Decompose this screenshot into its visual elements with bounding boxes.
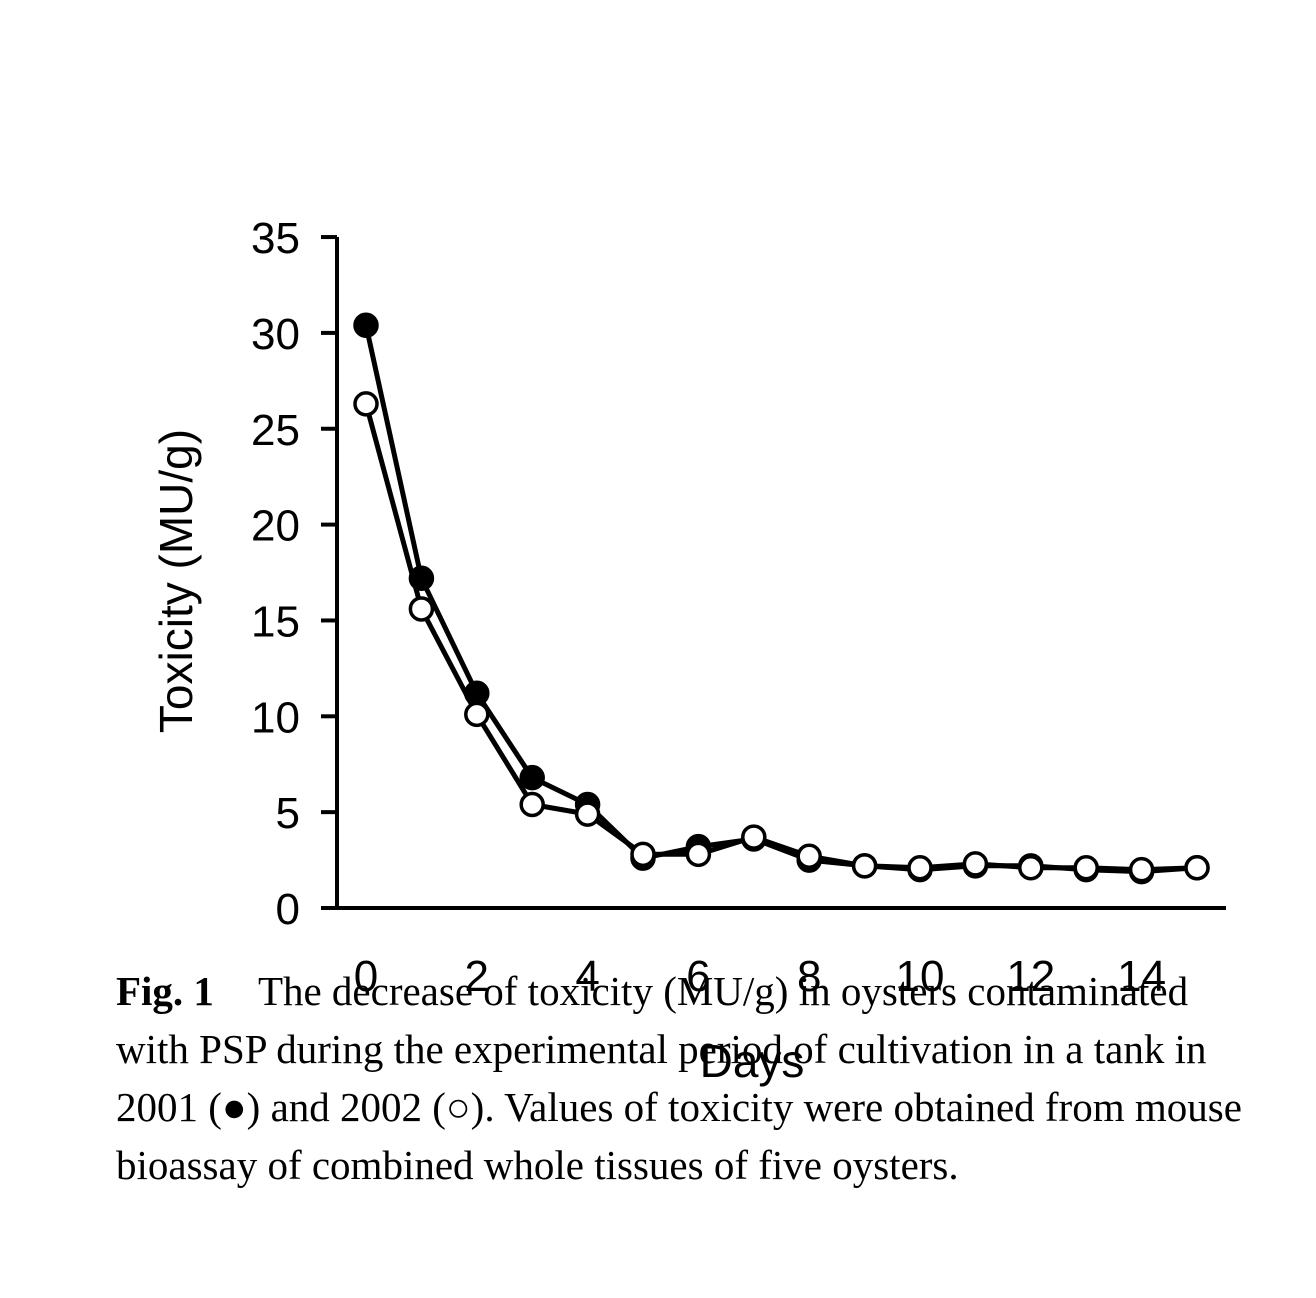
x-tick-label: 0	[354, 952, 378, 1001]
y-tick-label: 10	[251, 693, 300, 742]
data-point-open	[464, 701, 490, 728]
data-point-filled	[519, 764, 545, 791]
caption-text: The decrease of toxicity (MU/g) in oyste…	[116, 968, 1242, 1188]
data-point-open	[353, 391, 379, 417]
x-tick-label: 14	[1117, 952, 1166, 1001]
y-tick-label: 30	[251, 310, 300, 359]
x-tick-label: 4	[575, 952, 599, 1001]
y-tick-label: 5	[276, 789, 300, 838]
figure-caption: Fig. 1 The decrease of toxicity (MU/g) in…	[116, 962, 1256, 1194]
y-axis-label: Toxicity (MU/g)	[150, 429, 202, 733]
data-point-open	[1128, 856, 1155, 883]
x-tick-label: 2	[465, 952, 489, 1001]
chart-axes	[335, 237, 1226, 910]
data-point-open	[741, 824, 767, 850]
data-point-open	[1184, 854, 1210, 881]
x-axis-label: Days	[700, 1035, 805, 1087]
chart-series-lines	[363, 324, 1198, 875]
series-line-2	[363, 403, 1198, 873]
data-point-open	[851, 853, 878, 879]
data-point-open	[1073, 854, 1099, 881]
data-point-open	[519, 791, 545, 818]
data-point-open	[630, 841, 656, 868]
y-tick-label: 0	[276, 885, 300, 934]
series-line-1	[363, 324, 1198, 875]
x-tick-label: 6	[686, 952, 710, 1001]
data-point-filled	[353, 312, 379, 338]
data-point-filled	[464, 680, 490, 707]
data-point-open	[796, 843, 822, 869]
data-point-open	[1018, 854, 1044, 881]
chart-series-points	[353, 312, 1210, 885]
y-tick-label: 35	[251, 214, 300, 263]
chart-ticks: 0 5 10 15 20 25 30 35 0 2 4 6 8 10 12 14	[251, 214, 1166, 1001]
x-tick-label: 10	[896, 952, 945, 1001]
x-tick-label: 12	[1006, 952, 1055, 1001]
data-point-open	[574, 801, 601, 827]
data-point-open	[685, 841, 712, 868]
data-point-open	[907, 854, 933, 881]
y-tick-label: 25	[251, 406, 300, 455]
figure-label: Fig. 1	[116, 968, 214, 1014]
data-point-open	[962, 851, 989, 877]
y-tick-label: 20	[251, 502, 300, 551]
x-tick-label: 8	[797, 952, 821, 1001]
data-point-open	[408, 596, 435, 622]
data-point-filled	[408, 565, 435, 592]
y-tick-label: 15	[251, 597, 300, 646]
